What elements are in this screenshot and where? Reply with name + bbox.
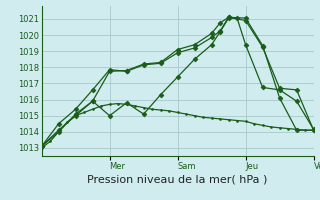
- X-axis label: Pression niveau de la mer( hPa ): Pression niveau de la mer( hPa ): [87, 175, 268, 185]
